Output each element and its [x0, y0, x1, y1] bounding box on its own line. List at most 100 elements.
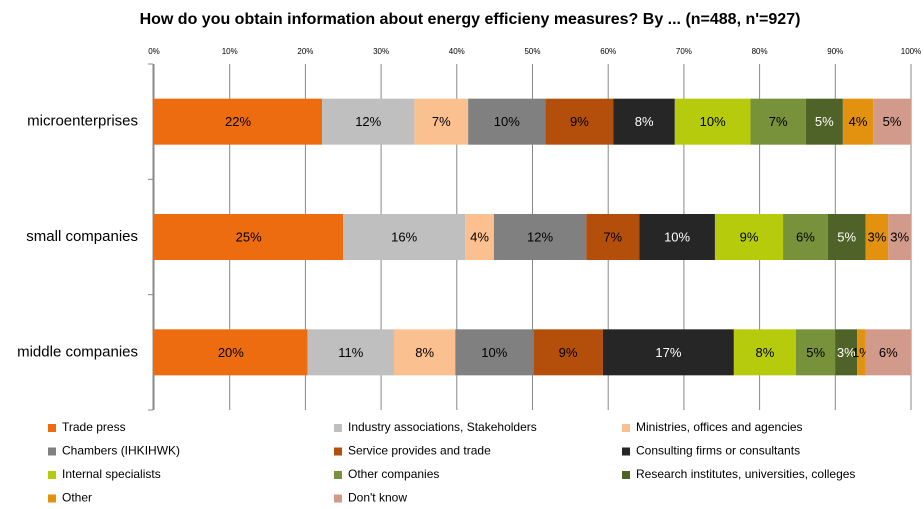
data-label: 3% — [868, 229, 887, 244]
legend-label: Research institutes, universities, colle… — [636, 467, 855, 481]
x-tick-label: 60% — [600, 47, 616, 56]
data-label: 3% — [890, 229, 909, 244]
data-label: 11% — [338, 345, 363, 360]
data-label: 6% — [796, 229, 815, 244]
legend-swatch — [334, 447, 342, 456]
bar-segment — [733, 329, 796, 376]
data-label: 10% — [664, 229, 690, 244]
x-tick-label: 30% — [373, 47, 389, 56]
data-label: 8% — [756, 345, 775, 360]
data-label: 12% — [527, 229, 553, 244]
x-tick-label: 70% — [676, 47, 692, 56]
bar-segment — [714, 214, 784, 260]
bar-segment — [154, 329, 308, 376]
bar-segment — [468, 98, 546, 145]
bar-segment — [835, 329, 858, 376]
bar-segment — [873, 98, 911, 145]
legend-label: Service provides and trade — [348, 444, 491, 458]
legend-swatch — [622, 447, 630, 456]
data-label: 7% — [603, 229, 622, 244]
bar-segment — [493, 214, 587, 260]
bar-segment — [533, 329, 603, 376]
bar-segment — [865, 329, 911, 376]
legend-swatch — [622, 471, 630, 479]
bar-segment — [674, 98, 751, 145]
data-label: 8% — [635, 114, 654, 129]
data-label: 6% — [879, 345, 898, 360]
bar-segment — [750, 98, 806, 145]
legend-swatch — [48, 471, 56, 479]
data-label: 10% — [494, 114, 520, 129]
bar-segment — [795, 329, 836, 376]
bar-segment — [586, 214, 640, 260]
bar-segment — [639, 214, 715, 260]
legend-label: Don't know — [348, 491, 407, 505]
data-label: 4% — [849, 114, 868, 129]
bar-segment — [805, 98, 843, 145]
data-label: 8% — [415, 345, 434, 360]
bar-segment — [602, 329, 734, 376]
data-label: 10% — [481, 345, 507, 360]
legend-label: Other — [62, 491, 92, 505]
data-label: 5% — [806, 345, 825, 360]
bar-segment — [888, 214, 911, 260]
data-label: 7% — [769, 114, 788, 129]
legend-label: Ministries, offices and agencies — [636, 420, 803, 434]
legend-label: Other companies — [348, 467, 439, 481]
bar-segment — [154, 98, 323, 145]
bar-segment — [613, 98, 675, 145]
data-label: 9% — [740, 229, 759, 244]
x-tick-label: 0% — [148, 47, 160, 56]
y-tick-label: microenterprises — [27, 113, 138, 130]
legend-label: Industry associations, Stakeholders — [348, 420, 537, 434]
data-label: 9% — [559, 345, 578, 360]
bar-segment — [322, 98, 415, 145]
bar-segment — [414, 98, 469, 145]
x-tick-label: 20% — [297, 47, 313, 56]
y-tick-label: small companies — [26, 228, 138, 245]
x-tick-label: 50% — [524, 47, 540, 56]
legend-swatch — [334, 471, 342, 479]
bar-segment — [783, 214, 828, 260]
data-label: 17% — [655, 345, 681, 360]
x-tick-label: 100% — [901, 47, 921, 56]
bar-segment — [857, 329, 866, 376]
legend-label: Internal specialists — [62, 467, 161, 481]
data-label: 22% — [225, 114, 251, 129]
bar-segment — [842, 98, 874, 145]
legend-swatch — [334, 494, 342, 503]
data-label: 10% — [700, 114, 726, 129]
data-label: 7% — [432, 114, 451, 129]
bar-segment — [455, 329, 534, 376]
legend-label: Trade press — [62, 420, 126, 434]
data-label: 3% — [837, 345, 856, 360]
legend-swatch — [48, 424, 56, 432]
legend-label: Consulting firms or consultants — [636, 444, 800, 458]
legend-swatch — [622, 424, 630, 432]
bar-segment — [827, 214, 866, 260]
data-label: 5% — [815, 114, 834, 129]
y-tick-label: middle companies — [17, 343, 138, 360]
x-tick-label: 40% — [449, 47, 465, 56]
chart-title: How do you obtain information about ener… — [140, 11, 801, 28]
data-label: 20% — [218, 345, 244, 360]
data-label: 16% — [391, 229, 417, 244]
bar-segment — [465, 214, 494, 260]
data-label: 5% — [837, 229, 856, 244]
legend-label: Chambers (IHKIHWK) — [62, 444, 180, 458]
data-label: 25% — [236, 229, 262, 244]
data-label: 5% — [883, 114, 902, 129]
legend-swatch — [48, 447, 56, 456]
bar-segment — [545, 98, 614, 145]
bar-segment — [865, 214, 889, 260]
x-tick-label: 80% — [752, 47, 768, 56]
bar-segment — [154, 214, 344, 260]
legend-swatch — [48, 494, 56, 503]
bar-segment — [343, 214, 466, 260]
bar-segment — [393, 329, 456, 376]
data-label: 9% — [570, 114, 589, 129]
bar-segment — [307, 329, 394, 376]
x-tick-label: 10% — [222, 47, 238, 56]
legend-swatch — [334, 424, 342, 432]
